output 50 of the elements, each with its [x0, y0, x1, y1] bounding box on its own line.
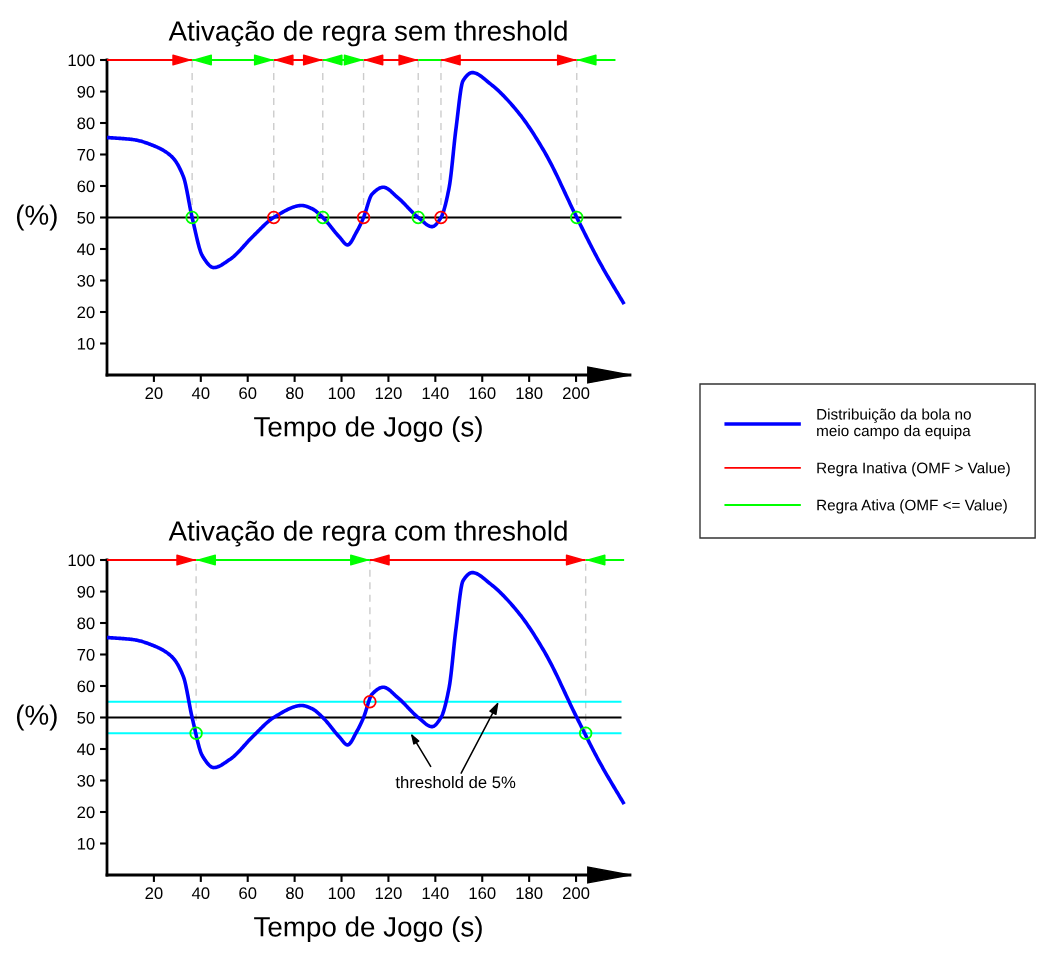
- annotation: threshold de 5%: [395, 775, 516, 789]
- y-tick-label: 90: [77, 585, 95, 598]
- y-tick-label: 40: [77, 243, 95, 256]
- y-tick-label: 70: [77, 648, 95, 661]
- x-tick-label: 100: [328, 887, 355, 900]
- y-tick-label: 100: [68, 554, 95, 567]
- y-tick-label: 20: [77, 806, 95, 819]
- y-tick-label: 60: [77, 180, 95, 193]
- y-tick-label: 90: [77, 85, 95, 98]
- legend-label: Regra Ativa (OMF <= Value): [817, 499, 1007, 514]
- x-tick-label: 20: [145, 387, 163, 400]
- x-tick-label: 40: [191, 887, 210, 900]
- x-tick-label: 60: [239, 887, 257, 900]
- x-tick-label: 60: [239, 387, 257, 400]
- x-tick-label: 200: [562, 887, 590, 900]
- x-tick-label: 160: [469, 887, 496, 900]
- y-tick-label: 30: [77, 274, 95, 287]
- x-tick-label: 80: [286, 887, 304, 900]
- y-tick-label: 80: [77, 117, 95, 130]
- y-tick-label: 60: [77, 680, 95, 693]
- x-tick-label: 100: [328, 387, 355, 400]
- x-tick-label: 20: [145, 887, 163, 900]
- y-tick-label: 50: [77, 211, 95, 224]
- y-tick-label: 70: [77, 148, 95, 161]
- x-tick-label: 40: [191, 387, 210, 400]
- x-tick-label: 120: [375, 887, 402, 900]
- y-tick-label: 20: [77, 306, 95, 319]
- y-axis-title: (%): [16, 204, 57, 231]
- x-tick-label: 180: [516, 887, 543, 900]
- y-tick-label: 100: [68, 54, 95, 67]
- x-axis-title: Tempo de Jogo (s): [254, 916, 482, 943]
- x-tick-label: 140: [422, 387, 449, 400]
- x-tick-label: 200: [562, 387, 590, 400]
- x-tick-label: 140: [422, 887, 449, 900]
- y-tick-label: 30: [77, 774, 95, 787]
- chart-title: Ativação de regra com threshold: [168, 520, 567, 547]
- x-tick-label: 180: [516, 387, 543, 400]
- y-tick-label: 80: [77, 617, 95, 630]
- legend-label: Distribuição da bola no meio campo da equipa: [817, 408, 971, 440]
- x-tick-label: 120: [375, 387, 402, 400]
- y-tick-label: 10: [77, 337, 95, 350]
- y-axis-title: (%): [16, 704, 57, 731]
- x-tick-label: 160: [469, 387, 496, 400]
- y-tick-label: 50: [77, 711, 95, 724]
- x-tick-label: 80: [286, 387, 304, 400]
- y-tick-label: 40: [77, 743, 95, 756]
- chart-title: Ativação de regra sem threshold: [168, 20, 567, 47]
- y-tick-label: 10: [77, 837, 95, 850]
- legend-label: Regra Inativa (OMF > Value): [817, 462, 1010, 477]
- x-axis-title: Tempo de Jogo (s): [254, 416, 482, 443]
